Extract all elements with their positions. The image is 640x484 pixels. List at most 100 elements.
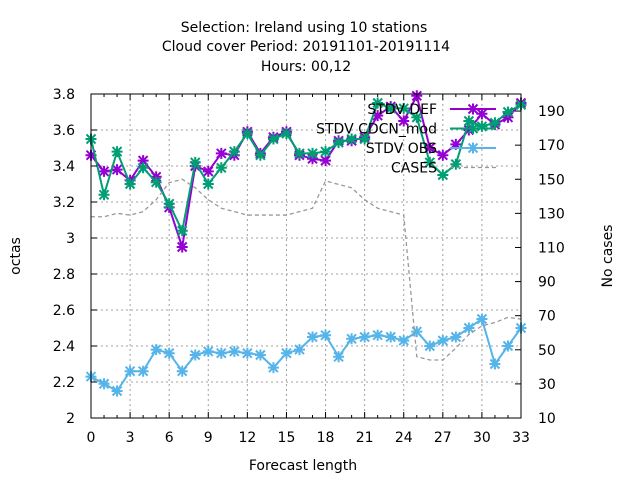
y-tick-label: 2 xyxy=(66,411,75,427)
data-point xyxy=(424,142,436,154)
data-point xyxy=(267,133,279,145)
series-2 xyxy=(85,313,527,397)
data-point xyxy=(215,347,227,359)
data-point xyxy=(137,162,149,174)
data-point xyxy=(202,345,214,357)
data-point xyxy=(346,133,358,145)
data-point xyxy=(215,147,227,159)
legend-marker xyxy=(467,123,479,134)
legend-entry: CASES xyxy=(391,161,496,177)
y2-tick-label: 70 xyxy=(538,309,556,325)
x-tick-label: 6 xyxy=(165,430,174,446)
data-point xyxy=(254,349,266,361)
legend-entry: STDV DEF xyxy=(367,102,496,118)
data-point xyxy=(398,102,410,114)
data-point xyxy=(476,120,488,132)
data-point xyxy=(359,331,371,343)
data-point xyxy=(424,340,436,352)
data-point xyxy=(111,385,123,397)
data-point xyxy=(398,115,410,127)
x-tick-label: 27 xyxy=(434,430,452,446)
data-point xyxy=(137,365,149,377)
x-tick-label: 9 xyxy=(204,430,213,446)
legend-label: STDV CDCN_mod xyxy=(316,122,437,138)
legend-entry: STDV OBS xyxy=(366,141,496,157)
data-point xyxy=(320,155,332,167)
data-point xyxy=(111,164,123,176)
data-point xyxy=(450,158,462,170)
data-point xyxy=(437,169,449,181)
x-tick-label: 3 xyxy=(126,430,135,446)
data-point xyxy=(98,165,110,177)
data-point xyxy=(502,340,514,352)
y-tick-label: 2.4 xyxy=(53,339,75,355)
axes: 0 3 6 9 12 15 18 21 24 27 30 33 2 2.2 2.4 2.6 2.8 3 3.2 3.4… xyxy=(53,87,565,446)
y2-tick-label: 130 xyxy=(538,206,565,222)
x-axis-label: Forecast length xyxy=(249,458,357,474)
grid xyxy=(91,94,521,418)
data-point xyxy=(241,347,253,359)
data-point xyxy=(450,331,462,343)
data-point xyxy=(320,329,332,341)
data-point xyxy=(241,128,253,140)
legend-marker xyxy=(467,103,479,115)
data-point xyxy=(424,156,436,168)
data-point xyxy=(411,111,423,123)
x-tick-label: 0 xyxy=(87,430,96,446)
data-point xyxy=(202,178,214,190)
data-point xyxy=(150,344,162,356)
data-point xyxy=(320,146,332,158)
title-line-1: Selection: Ireland using 10 stations xyxy=(181,20,428,36)
data-point xyxy=(124,365,136,377)
data-point xyxy=(98,378,110,390)
data-point xyxy=(228,345,240,357)
y-tick-label: 2.6 xyxy=(53,303,75,319)
data-point xyxy=(385,331,397,343)
x-tick-label: 33 xyxy=(512,430,530,446)
data-point xyxy=(280,347,292,359)
legend-marker xyxy=(467,142,479,154)
data-point xyxy=(202,165,214,177)
legend-label: STDV OBS xyxy=(366,141,437,157)
y2-tick-label: 190 xyxy=(538,104,565,120)
y-axis-label: octas xyxy=(8,237,24,275)
data-point xyxy=(411,326,423,338)
y2-axis-label: No cases xyxy=(600,225,616,288)
data-point xyxy=(307,147,319,159)
data-point xyxy=(267,362,279,374)
series-line xyxy=(90,101,522,234)
y2-tick-label: 170 xyxy=(538,138,565,154)
data-point xyxy=(385,102,397,114)
y2-tick-label: 90 xyxy=(538,275,556,291)
data-point xyxy=(463,124,475,136)
data-point xyxy=(372,97,384,109)
data-point xyxy=(163,347,175,359)
data-point xyxy=(359,133,371,145)
data-point xyxy=(372,110,384,122)
data-point xyxy=(502,106,514,118)
data-point xyxy=(333,137,345,149)
y2-tick-label: 50 xyxy=(538,343,556,359)
data-point xyxy=(293,147,305,159)
series-1 xyxy=(85,97,527,237)
x-tick-label: 24 xyxy=(395,430,413,446)
data-point xyxy=(228,146,240,158)
series-3 xyxy=(91,178,522,361)
data-point xyxy=(333,351,345,363)
data-point xyxy=(98,189,110,201)
data-point xyxy=(189,156,201,168)
data-point xyxy=(463,115,475,127)
data-point xyxy=(476,108,488,120)
data-point xyxy=(476,313,488,325)
plot-border xyxy=(90,93,522,419)
chart-title: Selection: Ireland using 10 stations Clo… xyxy=(162,20,450,75)
data-point xyxy=(437,149,449,161)
series-layer xyxy=(85,90,527,397)
data-point xyxy=(176,365,188,377)
y-tick-label: 3.8 xyxy=(53,87,75,103)
data-point xyxy=(307,331,319,343)
data-point xyxy=(150,176,162,188)
y-tick-label: 3.4 xyxy=(53,159,75,175)
data-point xyxy=(176,241,188,253)
